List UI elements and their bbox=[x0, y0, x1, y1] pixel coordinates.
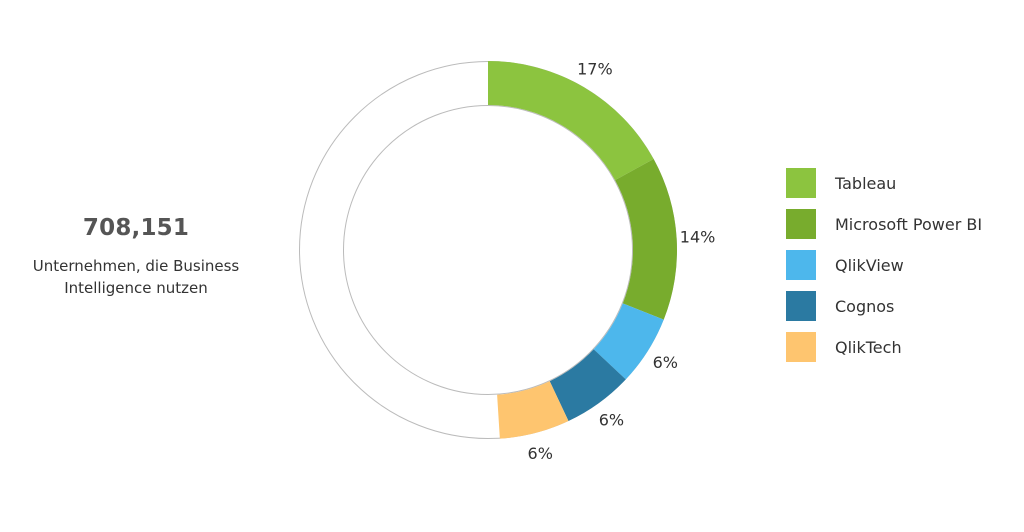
slice-label-microsoft-power-bi: 14% bbox=[680, 227, 716, 246]
slice-label-qlikview: 6% bbox=[653, 353, 678, 372]
legend-label: QlikTech bbox=[835, 337, 902, 357]
legend-item-qlikview: QlikView bbox=[786, 250, 982, 280]
slice-label-qliktech: 6% bbox=[528, 444, 553, 463]
summary-caption-line-2: Intelligence nutzen bbox=[64, 279, 208, 297]
total-companies: 708,151 bbox=[82, 215, 190, 241]
slice-label-cognos: 6% bbox=[599, 410, 624, 429]
donut-inner-outline bbox=[343, 105, 633, 395]
legend-swatch bbox=[786, 291, 816, 321]
summary-caption: Unternehmen, die Business Intelligence n… bbox=[10, 255, 262, 299]
legend-label: QlikView bbox=[835, 255, 904, 275]
legend-item-cognos: Cognos bbox=[786, 291, 982, 321]
donut-slices bbox=[488, 61, 678, 439]
legend-item-tableau: Tableau bbox=[786, 168, 982, 198]
slice-label-tableau: 17% bbox=[577, 60, 613, 79]
summary-caption-line-1: Unternehmen, die Business bbox=[32, 257, 240, 275]
slice-microsoft-power-bi bbox=[615, 158, 678, 320]
legend-swatch bbox=[786, 209, 816, 239]
slice-qlikview bbox=[593, 303, 664, 380]
legend-label: Tableau bbox=[835, 173, 897, 193]
legend: Tableau Microsoft Power BI QlikView Cognos Q… bbox=[786, 168, 982, 373]
legend-swatch bbox=[786, 168, 816, 198]
legend-swatch bbox=[786, 332, 816, 362]
legend-item-microsoft-power-bi: Microsoft Power BI bbox=[786, 209, 982, 239]
legend-swatch bbox=[786, 250, 816, 280]
slice-tableau bbox=[488, 61, 654, 181]
donut-labels: 17% 14% 6% 6% 6% bbox=[528, 60, 716, 463]
legend-item-qliktech: QlikTech bbox=[786, 332, 982, 362]
slice-cognos bbox=[549, 349, 626, 422]
slice-qliktech bbox=[497, 381, 569, 439]
summary: 708,151 Unternehmen, die Business Intell… bbox=[10, 215, 262, 299]
legend-label: Cognos bbox=[835, 296, 895, 316]
legend-label: Microsoft Power BI bbox=[835, 214, 983, 234]
